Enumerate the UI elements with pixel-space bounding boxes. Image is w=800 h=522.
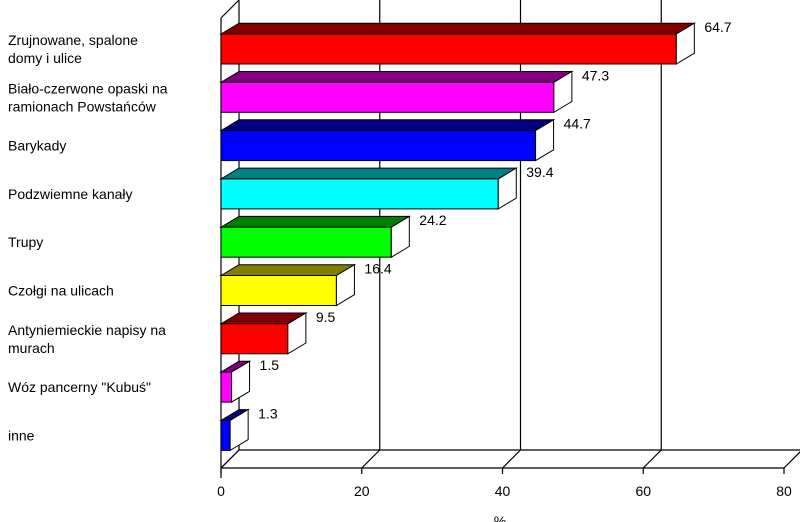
floor-depth-line [361,449,381,469]
x-tick-label: 0 [217,483,225,499]
x-axis-ticks: 0 20 40 60 80 [217,483,792,499]
data-label: 16.4 [364,261,391,277]
x-tick-label: 40 [495,483,511,499]
category-label: Antyniemieckie napisy na [8,322,166,338]
data-label: 9.5 [316,309,336,325]
bar-end [287,312,307,355]
x-axis-label: % [494,513,506,522]
bar-end [675,22,695,65]
bar [219,263,357,307]
bar-end [553,70,573,114]
bar-front [220,323,289,355]
bar-front [220,33,677,65]
bar-top [219,215,412,228]
category-label: Biało-czerwone opaski na [8,80,168,96]
bar [219,215,412,259]
bar-top [219,22,697,35]
bar [219,167,519,210]
x-tick-label: 80 [776,483,792,499]
data-label: 44.7 [564,116,591,132]
bar [219,360,252,403]
floor-depth-line [642,449,662,469]
bar-top [219,71,574,83]
data-label: 47.3 [582,67,609,83]
category-label: Barykady [8,138,66,154]
bar-front [220,419,231,451]
bar-front [220,81,555,113]
bar-front [220,178,499,210]
category-labels: 64.7 Zrujnowane, spalone domy i ulice 47.3 B… [8,19,732,443]
data-label: 24.2 [419,212,446,228]
category-label: Wóz pancerny "Kubuś" [8,379,151,395]
bar-end [535,118,555,162]
category-label: domy i ulice [8,50,82,66]
bar-top [219,264,357,276]
bar [219,118,556,162]
bar [219,312,308,355]
bars [219,22,697,452]
data-label: 64.7 [704,19,731,35]
floor-depth-line [783,451,800,469]
bar-front [220,371,233,403]
data-label: 1.3 [258,405,278,421]
floor-depth-line [502,449,521,469]
bar-end [335,263,355,307]
bar-end [497,167,517,210]
bar [219,70,574,114]
bar-top [219,119,556,132]
bar-top [219,167,519,180]
bar [219,408,250,452]
bar-front [220,226,392,258]
bar-end [229,408,249,452]
data-label: 39.4 [526,164,553,180]
bar-end [390,215,410,259]
category-label: ramionach Powstańców [8,98,157,114]
category-label: Trupy [8,234,43,250]
wall-top-edge [220,0,240,19]
category-label: Zrujnowane, spalone [8,32,138,48]
bar [219,22,697,65]
category-label: inne [8,427,35,443]
bar-end [231,360,251,403]
floor-depth-line [220,449,240,469]
x-tick-label: 60 [635,483,651,499]
x-tick-label: 20 [354,483,370,499]
category-label: Podzwiemne kanały [8,186,133,202]
category-label: murach [8,340,55,356]
bar-front [220,130,537,162]
category-label: Czołgi na ulicach [8,283,114,299]
data-label: 1.5 [260,357,280,373]
bar-front [220,275,337,306]
